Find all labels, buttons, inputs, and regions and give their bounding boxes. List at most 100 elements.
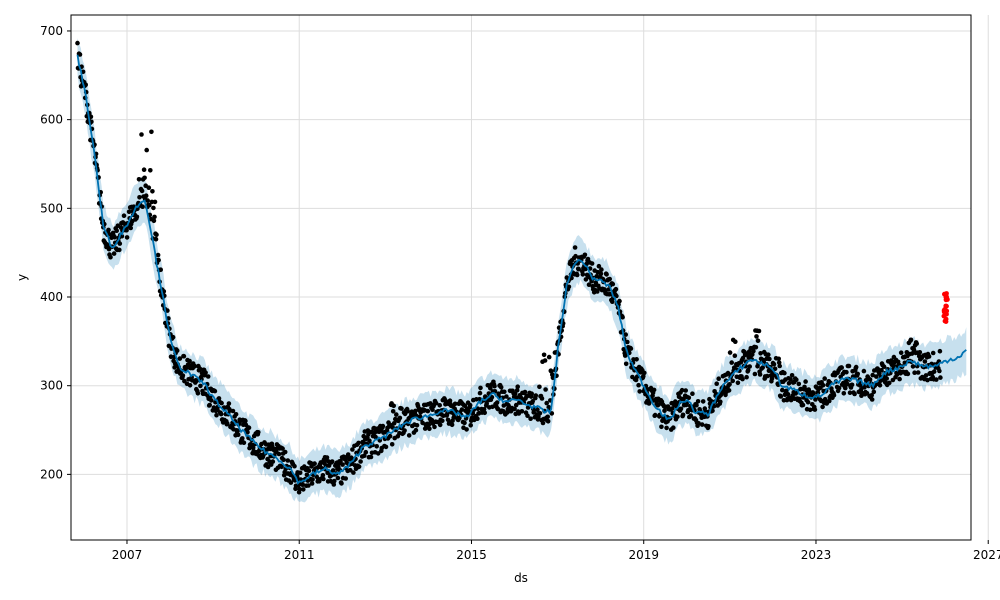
x-tick-label: 2027 bbox=[973, 548, 1000, 562]
observed-point bbox=[607, 276, 612, 282]
observed-point bbox=[752, 371, 758, 377]
observed-point bbox=[925, 377, 930, 383]
observed-point bbox=[803, 379, 808, 384]
observed-point bbox=[780, 387, 785, 393]
observed-point bbox=[621, 347, 626, 352]
observed-point bbox=[281, 457, 286, 463]
observed-point bbox=[651, 387, 657, 393]
observed-point bbox=[348, 467, 353, 473]
observed-point bbox=[805, 399, 811, 405]
observed-point bbox=[147, 202, 152, 208]
observed-point bbox=[782, 370, 787, 376]
observed-point bbox=[726, 388, 732, 393]
observed-point bbox=[124, 227, 129, 233]
observed-point bbox=[922, 359, 928, 364]
observed-point bbox=[111, 251, 117, 256]
observed-point bbox=[350, 447, 355, 452]
observed-point bbox=[310, 477, 315, 482]
observed-point bbox=[464, 427, 469, 432]
observed-point bbox=[733, 339, 738, 345]
observed-point bbox=[807, 407, 813, 413]
observed-point bbox=[853, 364, 859, 370]
y-axis-title: y bbox=[15, 274, 29, 281]
observed-point bbox=[789, 373, 795, 378]
observed-point bbox=[699, 422, 705, 427]
observed-point bbox=[827, 398, 832, 404]
observed-point bbox=[426, 422, 432, 428]
observed-point bbox=[822, 376, 827, 381]
observed-point bbox=[727, 382, 732, 387]
observed-point bbox=[716, 376, 721, 382]
observed-point bbox=[143, 193, 149, 198]
observed-point bbox=[836, 385, 842, 391]
observed-point bbox=[389, 442, 395, 447]
observed-point bbox=[246, 425, 252, 431]
observed-point bbox=[437, 403, 443, 408]
observed-point bbox=[820, 404, 825, 410]
observed-point bbox=[280, 446, 285, 451]
observed-point bbox=[671, 425, 676, 431]
observed-point bbox=[545, 414, 550, 420]
observed-point bbox=[230, 408, 236, 414]
x-tick-label: 2011 bbox=[284, 548, 315, 562]
observed-point bbox=[477, 390, 483, 396]
observed-point bbox=[343, 476, 349, 481]
observed-point bbox=[139, 188, 145, 194]
observed-point bbox=[207, 402, 212, 408]
observed-point bbox=[634, 357, 639, 362]
observed-point bbox=[276, 451, 282, 457]
observed-point bbox=[776, 360, 782, 365]
observed-point bbox=[525, 413, 530, 419]
y-tick-label: 700 bbox=[40, 24, 63, 38]
observed-point bbox=[841, 391, 847, 396]
observed-point bbox=[912, 370, 917, 376]
observed-point bbox=[187, 383, 193, 388]
observed-point bbox=[777, 363, 782, 369]
observed-point bbox=[292, 463, 297, 469]
observed-point bbox=[613, 286, 619, 292]
observed-point bbox=[77, 52, 83, 57]
observed-point bbox=[406, 433, 412, 438]
observed-point bbox=[414, 423, 420, 428]
observed-point bbox=[427, 426, 432, 432]
observed-point bbox=[730, 378, 735, 384]
x-tick-label: 2019 bbox=[628, 548, 659, 562]
observed-point bbox=[154, 232, 159, 237]
forecast-trend-line bbox=[76, 54, 967, 486]
observed-point bbox=[297, 487, 303, 492]
observed-point bbox=[432, 424, 437, 430]
observed-point bbox=[146, 185, 152, 190]
observed-point bbox=[270, 459, 276, 464]
observed-point bbox=[235, 428, 240, 434]
observed-point bbox=[365, 428, 371, 433]
observed-point bbox=[546, 354, 552, 360]
observed-point bbox=[623, 361, 629, 367]
observed-point bbox=[628, 346, 634, 351]
observed-point bbox=[529, 391, 534, 397]
observed-point bbox=[846, 363, 852, 369]
observed-point bbox=[881, 364, 887, 370]
observed-point bbox=[923, 373, 929, 378]
observed-point bbox=[495, 406, 501, 412]
observed-point bbox=[198, 383, 203, 389]
observed-point bbox=[869, 397, 875, 402]
observed-point bbox=[756, 328, 762, 334]
observed-point bbox=[537, 384, 542, 390]
observed-point bbox=[152, 199, 158, 205]
observed-point bbox=[489, 395, 495, 400]
observed-point bbox=[390, 409, 396, 414]
observed-point bbox=[566, 284, 572, 290]
highlight-point bbox=[945, 297, 950, 302]
x-tick-label: 2023 bbox=[801, 548, 832, 562]
observed-point bbox=[617, 298, 622, 304]
observed-point bbox=[642, 370, 647, 376]
observed-point bbox=[368, 454, 374, 460]
observed-point bbox=[140, 204, 145, 209]
observed-point bbox=[394, 412, 399, 417]
observed-point bbox=[871, 389, 877, 395]
observed-point bbox=[754, 334, 759, 339]
observed-point bbox=[678, 406, 684, 412]
observed-point bbox=[729, 360, 734, 365]
observed-point bbox=[301, 487, 306, 492]
